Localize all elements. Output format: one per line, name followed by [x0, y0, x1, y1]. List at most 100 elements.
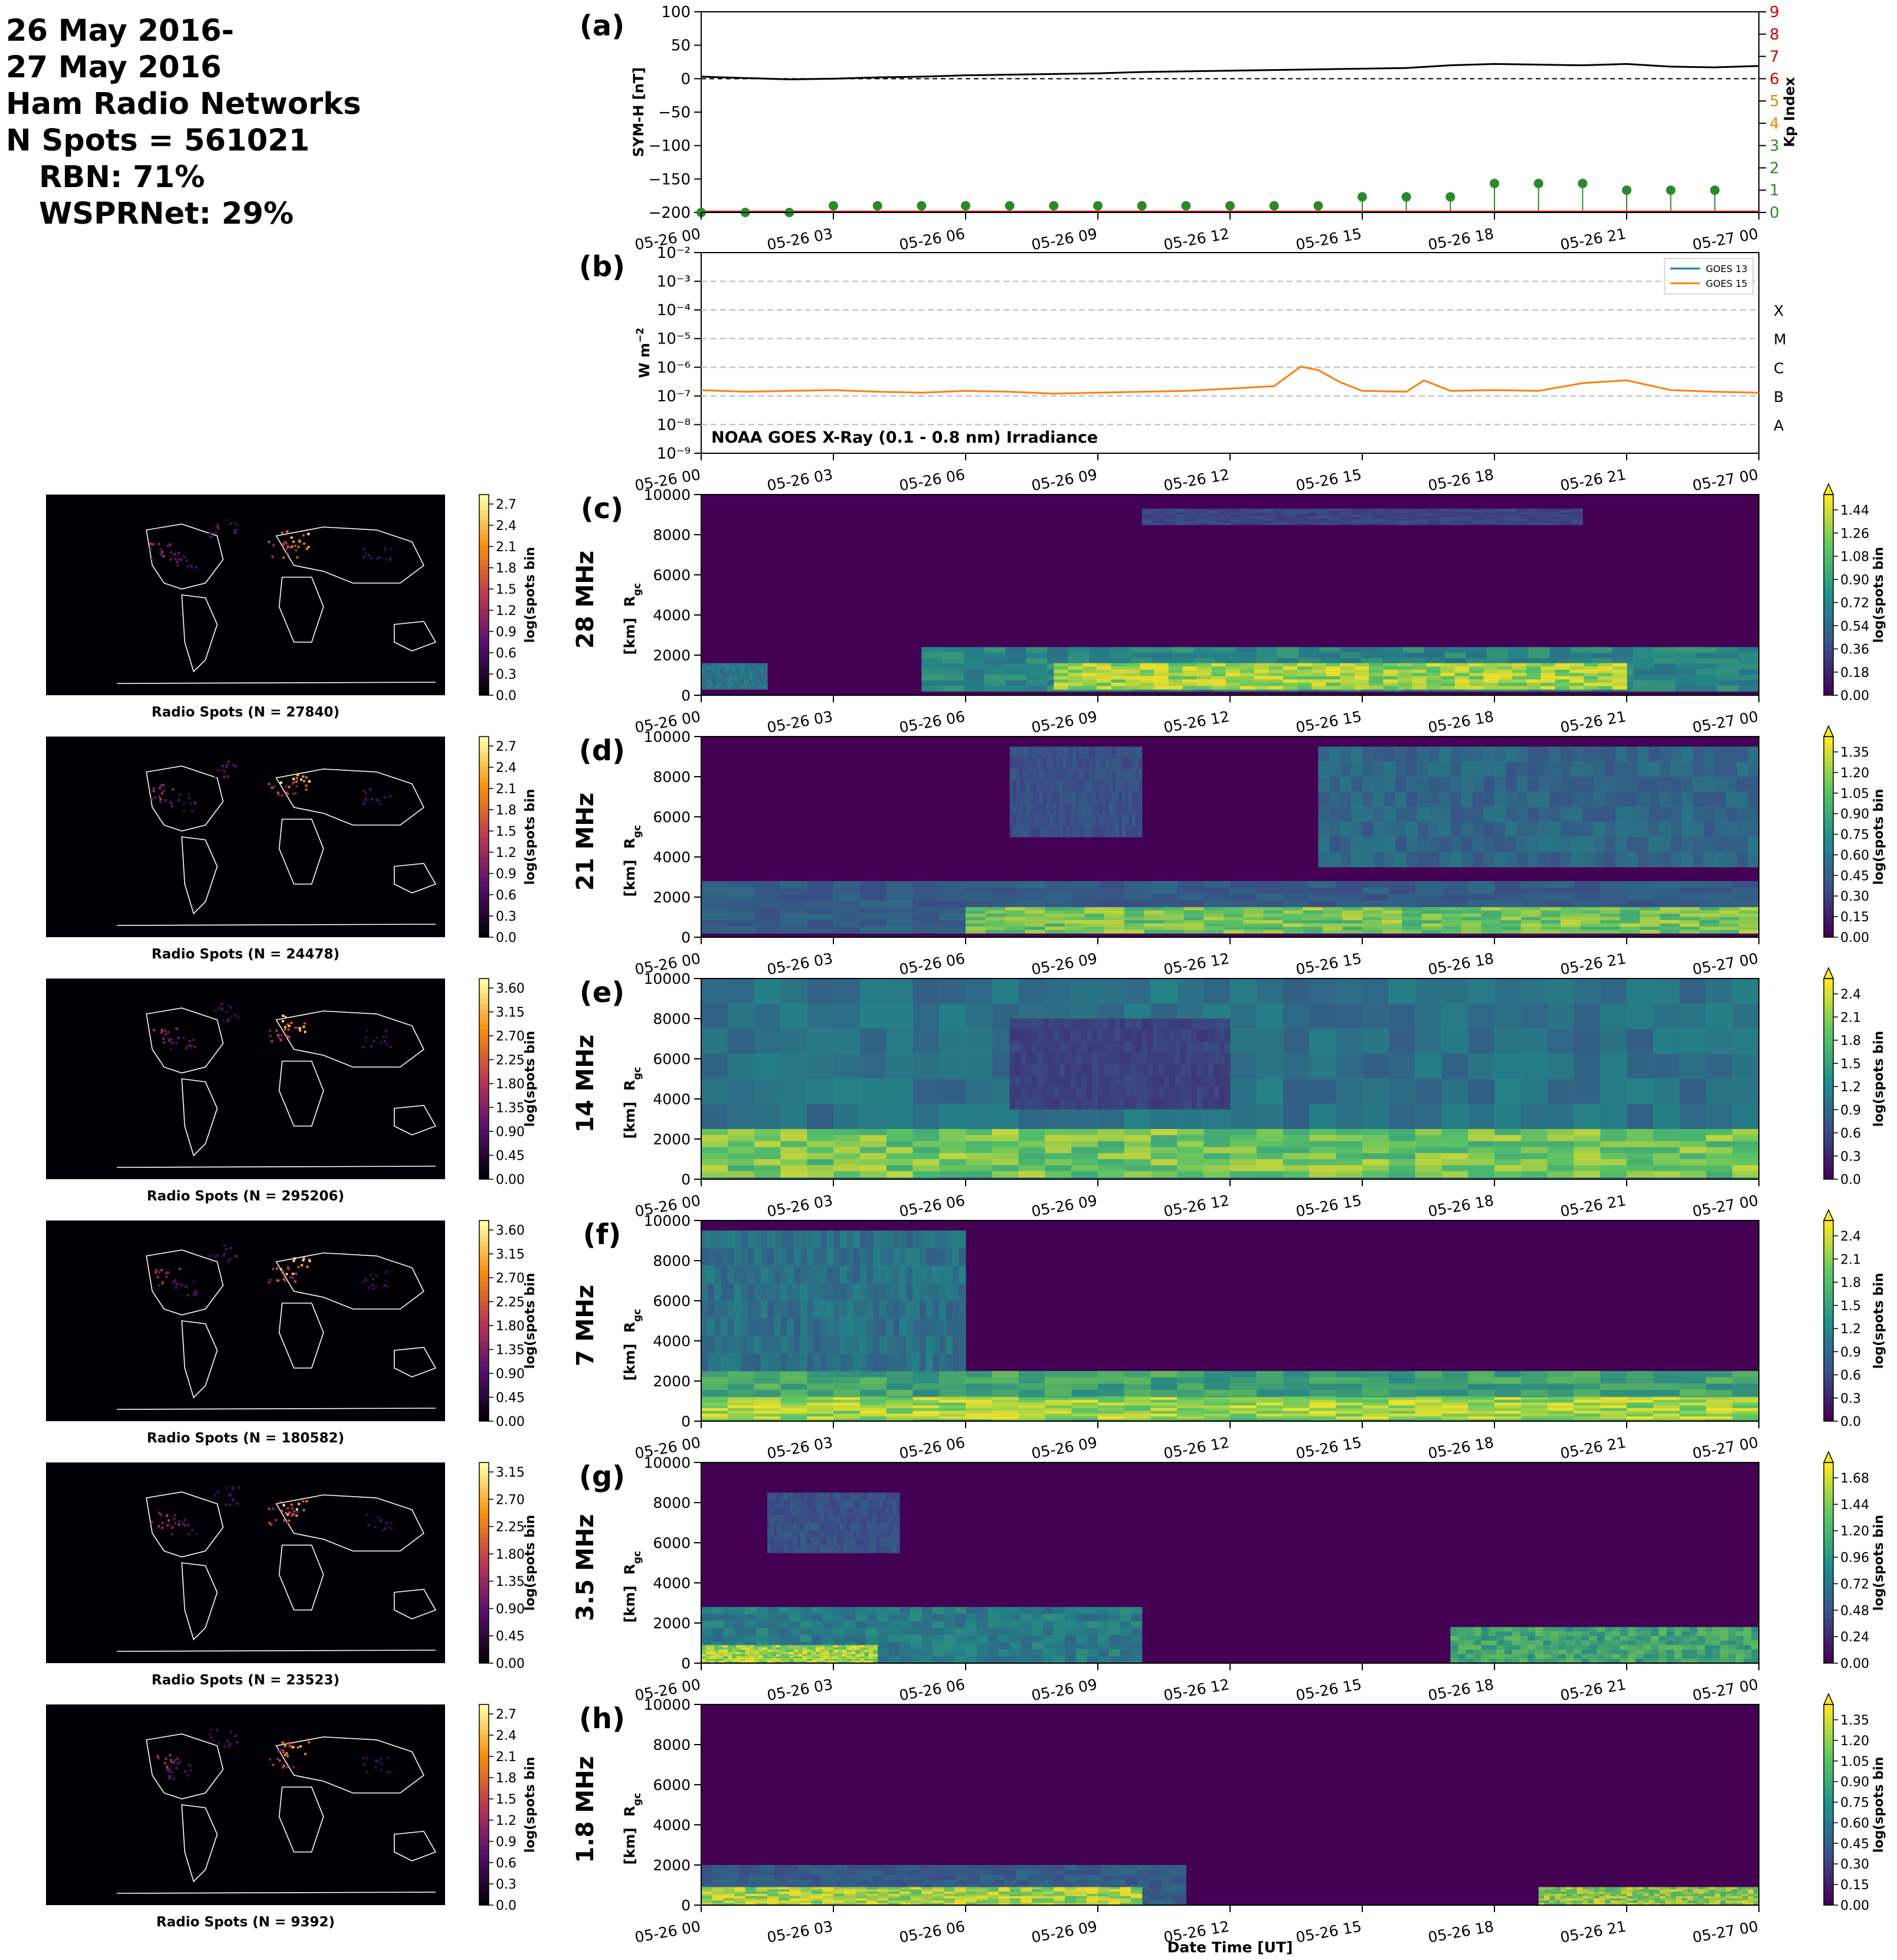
heatmap-cell: [1468, 894, 1494, 901]
heatmap-cell: [1159, 1030, 1165, 1042]
heatmap-cell: [1230, 979, 1257, 1004]
heatmap-cell: [1572, 837, 1583, 852]
heatmap-cell: [1383, 676, 1398, 680]
colorbar-segment: [1824, 500, 1833, 505]
heatmap-cell: [1102, 747, 1106, 758]
heatmap-cell: [1395, 747, 1407, 762]
heatmap-cell: [1494, 837, 1506, 852]
map-colorbar-segment: [479, 600, 489, 606]
panel-d-spot-dot: [296, 785, 298, 787]
heatmap-cell: [1326, 676, 1340, 680]
heatmap-cell: [1081, 1030, 1087, 1042]
colorbar-segment: [1824, 670, 1833, 676]
heatmap-cell: [1704, 852, 1715, 868]
heatmap-cell: [1473, 762, 1484, 777]
heatmap-cell: [728, 1135, 754, 1141]
colorbar-segment: [1824, 1119, 1833, 1124]
heatmap-cell: [1424, 658, 1445, 664]
heatmap-cell: [992, 1377, 1019, 1384]
heatmap-cell: [1455, 686, 1470, 689]
heatmap-cell: [860, 1165, 887, 1172]
heatmap-cell: [1126, 679, 1140, 683]
heatmap-cell: [1415, 1129, 1442, 1136]
heatmap-cell: [1052, 826, 1056, 837]
panel-d-colorbar-tick-label: 0.90: [1840, 807, 1869, 822]
heatmap-cell: [1056, 814, 1059, 826]
heatmap-cell: [939, 888, 966, 895]
heatmap-cell: [1627, 894, 1653, 901]
heatmap-cell: [807, 888, 833, 895]
heatmap-cell: [1046, 814, 1049, 826]
heatmap-cell: [860, 881, 887, 888]
heatmap-cell: [1521, 1377, 1548, 1384]
panel-c-spot-dot: [297, 546, 300, 548]
heatmap-cell: [1144, 927, 1164, 930]
heatmap-cell: [1719, 907, 1739, 911]
panel-a-kp-marker: [917, 201, 926, 211]
panel-d-spot-dot: [288, 786, 290, 788]
heatmap-cell: [1613, 666, 1627, 670]
heatmap-cell: [780, 1004, 807, 1029]
heatmap-cell: [1177, 979, 1203, 1004]
panel-e-spot-dot: [375, 1036, 378, 1039]
heatmap-cell: [1254, 673, 1269, 676]
heatmap-cell: [1203, 924, 1224, 927]
heatmap-cell: [1126, 814, 1129, 826]
heatmap-cell: [1019, 888, 1045, 895]
heatmap-cell: [1571, 653, 1592, 659]
heatmap-cell: [1574, 979, 1600, 1004]
heatmap-cell: [1211, 686, 1226, 689]
panel-c-spot-dot: [167, 545, 169, 547]
heatmap-cell: [1561, 930, 1581, 934]
heatmap-cell: [1164, 1064, 1170, 1076]
heatmap-cell: [1059, 1041, 1065, 1053]
heatmap-cell: [1114, 1098, 1120, 1110]
heatmap-cell: [1450, 792, 1461, 807]
map-colorbar-segment: [479, 1266, 489, 1271]
heatmap-cell: [1093, 1052, 1098, 1064]
heatmap-cell: [1095, 792, 1099, 804]
panel-d-spot-dot: [188, 797, 191, 799]
heatmap-cell: [1311, 670, 1326, 673]
heatmap-cell: [1164, 1030, 1170, 1042]
panel-c-map-colorbar-tick-label: 2.1: [496, 540, 516, 555]
heatmap-cell: [1120, 1075, 1126, 1087]
heatmap-cell: [1180, 1087, 1186, 1098]
heatmap-cell: [1026, 653, 1048, 659]
heatmap-cell: [1059, 792, 1063, 804]
heatmap-cell: [1211, 663, 1226, 667]
panel-c-spot-dot: [281, 532, 283, 534]
heatmap-cell: [1620, 930, 1640, 934]
panel-c-spot-dot: [385, 558, 387, 560]
panel-c-spot-dot: [176, 564, 179, 567]
heatmap-cell: [1010, 1019, 1016, 1030]
heatmap-cell: [1297, 670, 1312, 673]
heatmap-cell: [1112, 814, 1116, 826]
heatmap-cell: [1081, 1075, 1087, 1087]
heatmap-cell: [1015, 1064, 1021, 1076]
heatmap-cell: [1605, 837, 1616, 852]
heatmap-cell: [1164, 1075, 1170, 1087]
panel-c-spot-dot: [176, 561, 178, 563]
heatmap-cell: [1109, 769, 1113, 781]
heatmap-cell: [1682, 762, 1693, 777]
heatmap-cell: [1005, 686, 1026, 692]
panel-f-spot-dot: [161, 1282, 163, 1285]
heatmap-cell: [1541, 686, 1555, 689]
panel-f-map-colorbar-tick-label: 2.25: [496, 1295, 525, 1310]
panel-a-x-tick-label: 05-26 21: [1559, 225, 1627, 253]
panel-f-spot-dot: [223, 1254, 225, 1257]
heatmap-cell: [1214, 1030, 1219, 1042]
heatmap-cell: [1215, 647, 1236, 653]
heatmap-cell: [1717, 647, 1738, 653]
heatmap-cell: [1715, 747, 1726, 762]
heatmap-cell: [1717, 675, 1738, 680]
heatmap-cell: [860, 1141, 887, 1147]
heatmap-cell: [701, 901, 728, 908]
heatmap-cell: [1469, 663, 1484, 667]
heatmap-cell: [1268, 683, 1283, 686]
heatmap-cell: [1019, 1390, 1045, 1396]
heatmap-cell: [754, 888, 781, 895]
heatmap-cell: [1342, 917, 1362, 921]
heatmap-cell: [1483, 852, 1494, 868]
